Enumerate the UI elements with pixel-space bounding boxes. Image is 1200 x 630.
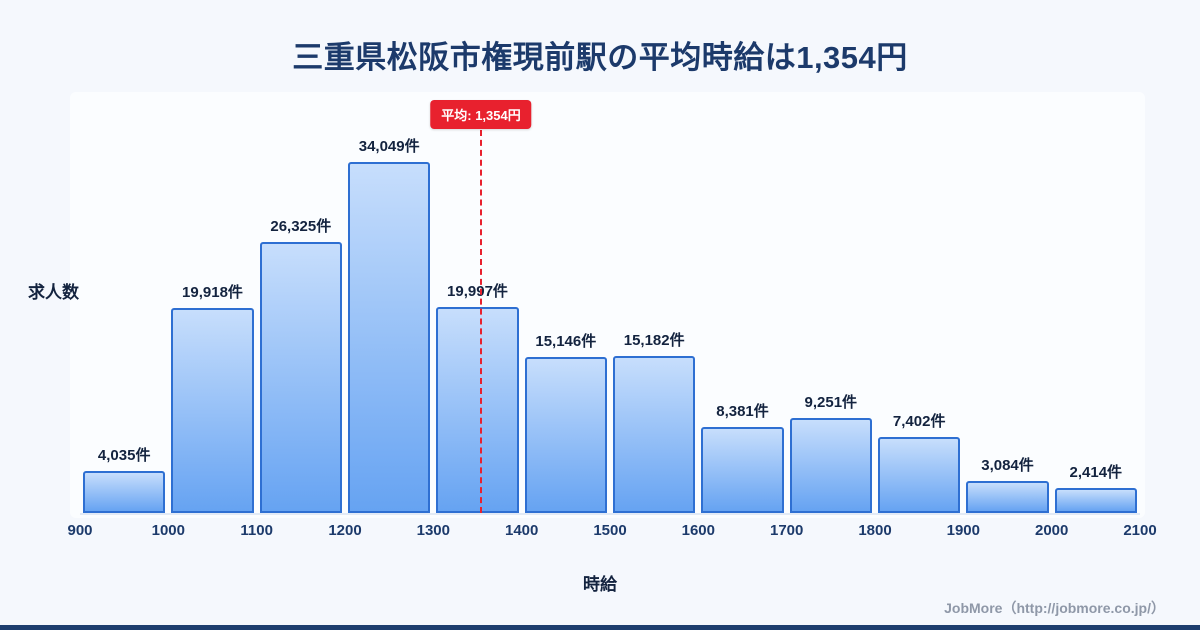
mean-line — [480, 130, 482, 513]
histogram-bar — [966, 481, 1049, 513]
bar-value-label: 9,251件 — [804, 394, 858, 411]
histogram-bar — [348, 162, 431, 513]
x-axis-label: 時給 — [583, 575, 617, 594]
x-tick-label: 1900 — [946, 522, 980, 539]
x-tick-label: 1500 — [593, 522, 627, 539]
bar-value-label: 26,325件 — [270, 218, 332, 235]
x-tick-label: 1400 — [505, 522, 539, 539]
histogram-bar — [878, 437, 961, 513]
bar-value-label: 15,146件 — [535, 333, 597, 350]
bar-value-label: 7,402件 — [892, 413, 946, 430]
mean-badge: 平均: 1,354円 — [430, 100, 532, 129]
histogram-bar — [436, 307, 519, 513]
x-tick-label: 2000 — [1035, 522, 1069, 539]
bar-value-label: 2,414件 — [1069, 464, 1123, 481]
histogram-bar — [613, 356, 696, 513]
histogram-bar — [83, 471, 166, 513]
plot-area: 平均: 1,354円 4,035件 19,918件 26,325件 34,049件 19… — [67, 100, 1157, 539]
x-tick-label: 1100 — [240, 522, 273, 539]
page-title: 三重県松阪市権現前駅の平均時給は1,354円 — [292, 40, 908, 75]
bar-value-label: 4,035件 — [97, 447, 151, 464]
footer-credit: JobMore（http://jobmore.co.jp/） — [944, 600, 1165, 616]
x-tick-label: 900 — [67, 522, 93, 539]
bottom-accent-bar — [0, 625, 1200, 630]
x-tick-label: 1300 — [416, 522, 450, 539]
bar-value-label: 8,381件 — [716, 403, 769, 420]
x-tick-label: 1700 — [770, 522, 804, 539]
x-tick-label: 1000 — [151, 522, 185, 539]
histogram-bar — [701, 427, 784, 513]
x-tick-label: 1600 — [681, 522, 715, 539]
x-tick-label: 2100 — [1123, 522, 1157, 539]
histogram-bar — [171, 308, 254, 513]
histogram-bar — [789, 418, 872, 513]
x-tick-label: 1200 — [328, 522, 362, 539]
histogram-bar — [259, 242, 342, 513]
bar-value-label: 34,049件 — [358, 138, 420, 155]
bar-value-label: 19,997件 — [447, 283, 508, 300]
histogram-bar — [524, 357, 607, 513]
bar-value-label: 15,182件 — [623, 332, 685, 349]
y-axis-label: 求人数 — [28, 283, 79, 302]
x-tick-label: 1800 — [858, 522, 892, 539]
bar-value-label: 19,918件 — [182, 284, 243, 301]
histogram-bar — [1054, 488, 1137, 513]
bar-value-label: 3,084件 — [981, 457, 1034, 474]
